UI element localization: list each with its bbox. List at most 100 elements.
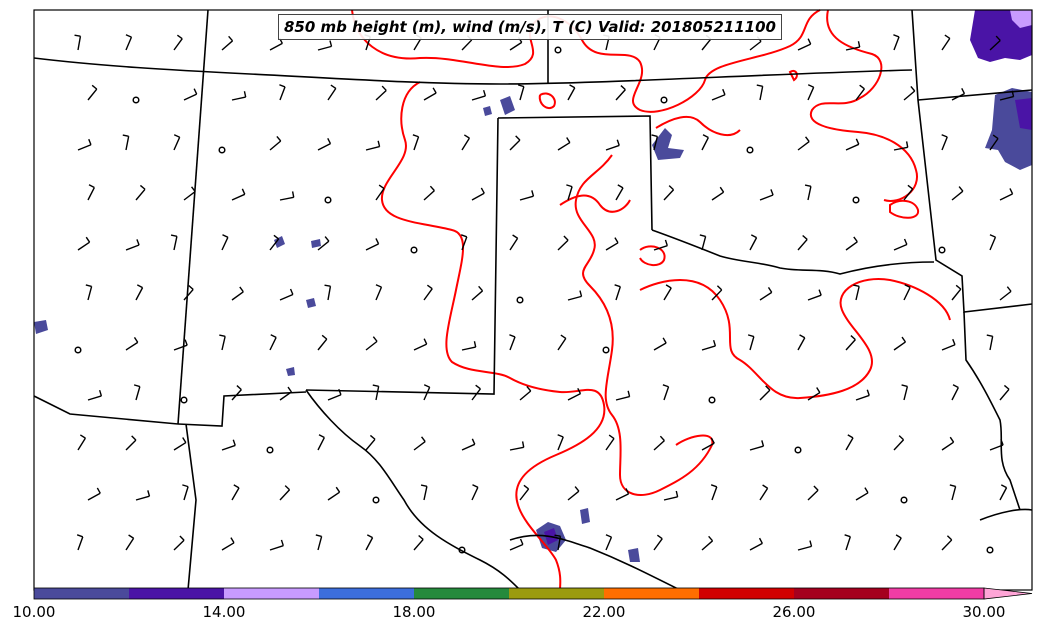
station-markers (74, 46, 994, 554)
wind-barb (845, 236, 858, 251)
calm-station-marker (410, 246, 418, 254)
colorbar (33, 587, 1033, 600)
calm-station-marker (660, 96, 668, 104)
wind-barb (519, 190, 535, 201)
wind-barb (327, 486, 341, 501)
wind-barb (461, 134, 471, 151)
border-ok-ar (911, 9, 1033, 313)
contour-ok-west (559, 194, 631, 213)
colorbar-tick-label: 26.00 (772, 603, 816, 621)
wind-barb (269, 334, 277, 351)
wind-barb (412, 134, 420, 151)
contour-north-b (809, 9, 919, 202)
wind-barb (554, 534, 562, 551)
wind-barb (269, 539, 284, 551)
wind-barb (999, 484, 1008, 501)
wind-barb (183, 284, 194, 301)
wind-barb (711, 186, 725, 201)
calm-station-marker (602, 346, 610, 354)
wind-barb (855, 84, 865, 101)
wind-barb (855, 487, 869, 501)
wind-barb (221, 234, 229, 251)
wind-barb (989, 234, 997, 251)
wind-barb (989, 439, 1004, 451)
wind-barb (372, 384, 380, 401)
wind-barb (183, 88, 198, 101)
wind-barb (951, 186, 964, 201)
wind-barb (653, 435, 665, 451)
wind-barb (182, 484, 189, 501)
wind-barb (423, 384, 431, 401)
calm-station-marker (708, 396, 716, 404)
wind-barb (173, 535, 185, 551)
wind-barb (471, 285, 484, 301)
wind-barb (87, 84, 98, 101)
wind-barb (903, 284, 911, 301)
wind-barb (941, 34, 951, 51)
border-rio-grande (305, 389, 521, 591)
calm-station-marker (132, 96, 140, 104)
calm-station-marker (324, 196, 332, 204)
wind-barb (903, 85, 916, 101)
shade-ks-small (500, 96, 515, 115)
wind-barb (951, 87, 966, 101)
border-co-ut (177, 9, 209, 425)
wind-barb (77, 138, 92, 151)
wind-barb (173, 134, 181, 151)
colorbar-swatch (794, 588, 890, 599)
wind-barb (135, 184, 146, 201)
wind-barb (701, 437, 715, 451)
wind-barb (375, 284, 383, 301)
shade-east-core (1015, 98, 1032, 130)
wind-barb (173, 437, 187, 451)
colorbar-swatch (604, 588, 700, 599)
wind-barb (567, 84, 576, 101)
wind-barb (615, 488, 630, 501)
contour-north (351, 9, 821, 113)
border-tx-la (963, 311, 1021, 511)
wind-barb (519, 484, 530, 501)
wind-barb (327, 84, 337, 101)
wind-barb (77, 434, 87, 451)
wind-barb (567, 486, 580, 501)
wind-barb (711, 285, 723, 301)
wind-barb (797, 136, 810, 151)
wind-barb (989, 35, 1001, 51)
colorbar-swatch (699, 588, 795, 599)
wind-barb (133, 384, 141, 401)
shade-west-edge (34, 320, 48, 334)
wind-barb (509, 441, 525, 451)
wind-barb (941, 436, 955, 451)
wind-barb (853, 284, 860, 301)
wind-barb (999, 384, 1010, 401)
wind-barb (317, 334, 328, 351)
wind-barb (749, 537, 763, 551)
wind-barb (893, 34, 900, 51)
wind-barb (893, 534, 902, 551)
wind-barb (893, 238, 908, 251)
shade-nm-1 (306, 298, 316, 308)
wind-barb (986, 334, 994, 351)
wind-barb (375, 85, 387, 101)
wind-barb (941, 535, 953, 551)
colorbar-swatch (889, 588, 985, 599)
contour-small-4 (639, 245, 666, 266)
wind-barb (269, 234, 280, 251)
wind-barb (941, 338, 956, 351)
wind-barb (566, 184, 573, 201)
calm-station-marker (852, 196, 860, 204)
calm-station-marker (74, 346, 82, 354)
wind-barb (135, 490, 151, 501)
wind-barb (999, 90, 1015, 101)
wind-barb (413, 534, 424, 551)
wind-barb (759, 484, 769, 501)
wind-barb (231, 91, 247, 101)
wind-barb (471, 187, 485, 201)
wind-barb (893, 141, 909, 151)
wind-barb (85, 284, 93, 301)
shade-nm-2 (286, 367, 295, 376)
wind-barb (653, 239, 668, 251)
wind-barb (87, 184, 95, 201)
calm-station-marker (794, 446, 802, 454)
shade-ne-light (1010, 10, 1032, 28)
